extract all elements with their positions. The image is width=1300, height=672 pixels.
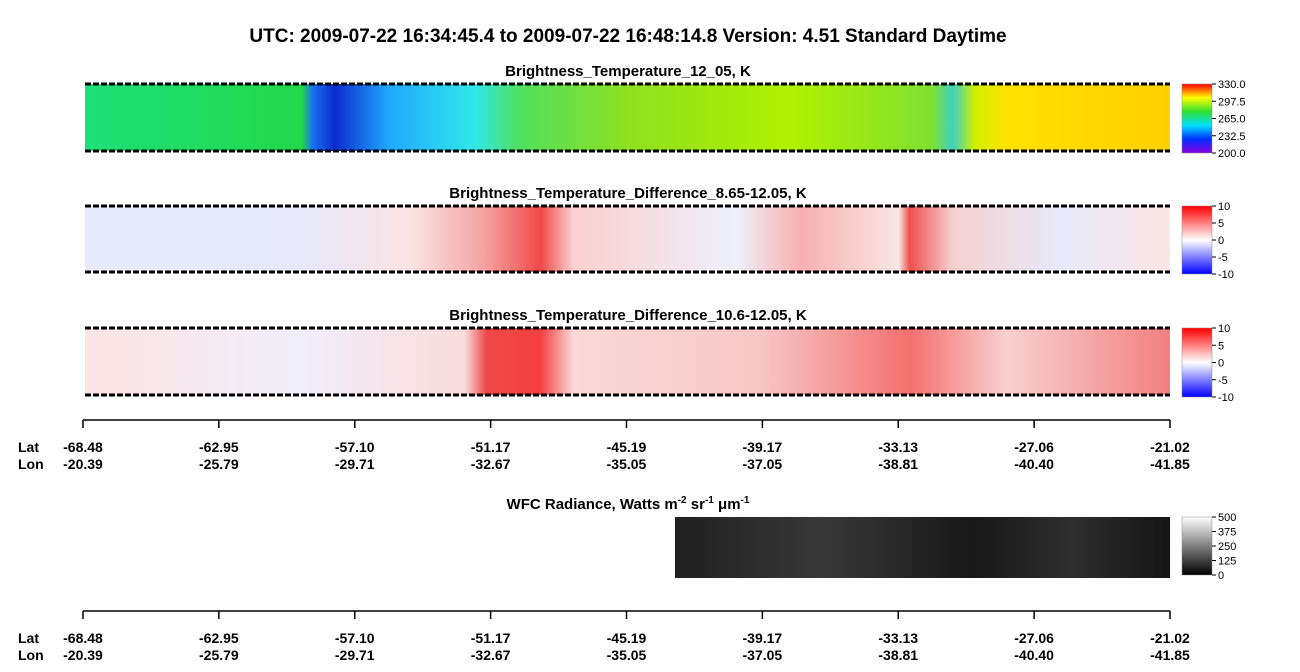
lon-value: -35.05: [607, 456, 647, 472]
colorbar-label: 0: [1218, 358, 1224, 370]
colorbar: [1181, 516, 1213, 576]
lon-value: -29.71: [335, 647, 375, 663]
lat-value: -39.17: [743, 630, 783, 646]
colorbar-label: 330.0: [1218, 79, 1246, 91]
lat-value: -51.17: [471, 630, 511, 646]
colorbar-label: 375: [1218, 527, 1236, 539]
lon-value: -38.81: [878, 456, 918, 472]
lon-value: -29.71: [335, 456, 375, 472]
lon-value: -40.40: [1014, 647, 1054, 663]
lat-value: -45.19: [607, 630, 647, 646]
colorbar: [1181, 205, 1213, 275]
wfc-title-part: -1: [705, 495, 714, 506]
panel-title: Brightness_Temperature_Difference_8.65-1…: [449, 185, 807, 202]
colorbar-label: 232.5: [1218, 131, 1246, 143]
colorbar-label: 265.0: [1218, 114, 1246, 126]
lat-value: -33.13: [878, 439, 918, 455]
panel-image: [85, 206, 1170, 272]
lat-value: -27.06: [1014, 439, 1054, 455]
lat-value: -21.02: [1150, 439, 1190, 455]
colorbar-label: 5: [1218, 340, 1224, 352]
lat-value: -68.48: [63, 630, 103, 646]
lon-value: -37.05: [743, 456, 783, 472]
lon-value: -41.85: [1150, 456, 1190, 472]
colorbar-label: 200.0: [1218, 148, 1246, 160]
lat-label: Lat: [18, 630, 39, 646]
lon-value: -20.39: [63, 647, 103, 663]
lat-value: -27.06: [1014, 630, 1054, 646]
colorbar: [1181, 83, 1213, 154]
lon-label: Lon: [18, 647, 44, 663]
lat-value: -45.19: [607, 439, 647, 455]
lat-value: -33.13: [878, 630, 918, 646]
colorbar-label: -10: [1218, 269, 1234, 281]
wfc-title-part: μm: [714, 496, 741, 513]
lon-label: Lon: [18, 456, 44, 472]
lat-value: -57.10: [335, 439, 375, 455]
wfc-title-part: -2: [678, 495, 687, 506]
colorbar-label: 10: [1218, 201, 1230, 213]
wfc-title-part: -1: [741, 495, 750, 506]
wfc-title: WFC Radiance, Watts m-2 sr-1 μm-1: [507, 495, 750, 513]
lon-value: -25.79: [199, 647, 239, 663]
panel-title: Brightness_Temperature_Difference_10.6-1…: [449, 307, 807, 324]
panel-image: [85, 84, 1170, 151]
colorbar-label: 125: [1218, 556, 1236, 568]
colorbar-label: 0: [1218, 570, 1224, 582]
lon-value: -41.85: [1150, 647, 1190, 663]
lat-value: -39.17: [743, 439, 783, 455]
colorbar-label: 0: [1218, 235, 1224, 247]
lat-value: -62.95: [199, 630, 239, 646]
panel-image: [85, 328, 1170, 395]
lon-value: -25.79: [199, 456, 239, 472]
lon-value: -37.05: [743, 647, 783, 663]
colorbar-label: 297.5: [1218, 96, 1246, 108]
colorbar-label: 5: [1218, 218, 1224, 230]
colorbar-label: -10: [1218, 392, 1234, 404]
lat-label: Lat: [18, 439, 39, 455]
wfc-title-part: sr: [687, 496, 706, 513]
colorbar-label: -5: [1218, 375, 1228, 387]
lon-value: -38.81: [878, 647, 918, 663]
colorbar: [1181, 327, 1213, 398]
lat-value: -51.17: [471, 439, 511, 455]
colorbar-label: 250: [1218, 541, 1236, 553]
page-title: UTC: 2009-07-22 16:34:45.4 to 2009-07-22…: [249, 26, 1006, 47]
wfc-title-part: WFC Radiance, Watts m: [507, 496, 678, 513]
lon-value: -40.40: [1014, 456, 1054, 472]
colorbar-label: 500: [1218, 512, 1236, 524]
lon-value: -20.39: [63, 456, 103, 472]
lon-value: -32.67: [471, 456, 511, 472]
lon-value: -32.67: [471, 647, 511, 663]
lat-value: -62.95: [199, 439, 239, 455]
lat-value: -68.48: [63, 439, 103, 455]
wfc-image: [675, 517, 1170, 578]
lat-value: -21.02: [1150, 630, 1190, 646]
lon-value: -35.05: [607, 647, 647, 663]
panel-title: Brightness_Temperature_12_05, K: [505, 63, 751, 80]
colorbar-label: 10: [1218, 323, 1230, 335]
colorbar-label: -5: [1218, 252, 1228, 264]
lat-value: -57.10: [335, 630, 375, 646]
